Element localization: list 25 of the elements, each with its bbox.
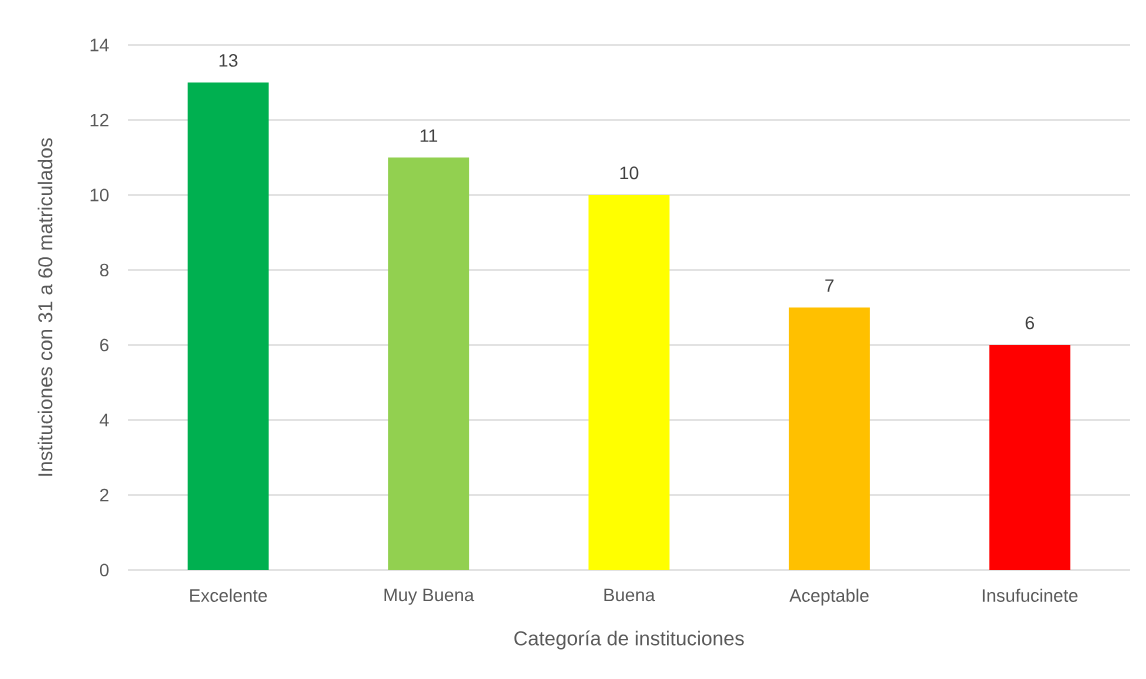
- y-tick-label: 8: [100, 263, 109, 277]
- data-label: 11: [420, 129, 438, 142]
- y-tick-label: 6: [100, 338, 109, 352]
- bar: [788, 307, 870, 570]
- bar: [187, 82, 269, 570]
- data-label: 7: [825, 279, 834, 292]
- x-tick-label: Buena: [604, 588, 656, 602]
- y-tick-label: 12: [90, 113, 109, 127]
- y-tick-label: 0: [99, 563, 109, 577]
- bar: [989, 345, 1071, 570]
- x-tick-label: Insufucinete: [982, 588, 1078, 602]
- y-axis-title: Instituciones con 31 a 60 matriculados: [37, 138, 53, 476]
- x-tick-label: Muy Buena: [384, 588, 475, 605]
- data-label: 6: [1025, 316, 1035, 330]
- data-label: 13: [219, 54, 238, 67]
- data-label: 10: [620, 166, 639, 180]
- y-tick-label: 4: [99, 413, 109, 427]
- x-tick-label: Excelente: [190, 588, 267, 602]
- x-tick-label: Aceptable: [789, 588, 869, 606]
- bar: [588, 195, 670, 570]
- x-axis-title: Categoría de instituciones: [514, 630, 744, 650]
- y-tick-label: 14: [90, 38, 109, 52]
- bar: [388, 157, 470, 570]
- y-tick-label: 2: [100, 488, 109, 502]
- y-tick-label: 10: [90, 188, 109, 202]
